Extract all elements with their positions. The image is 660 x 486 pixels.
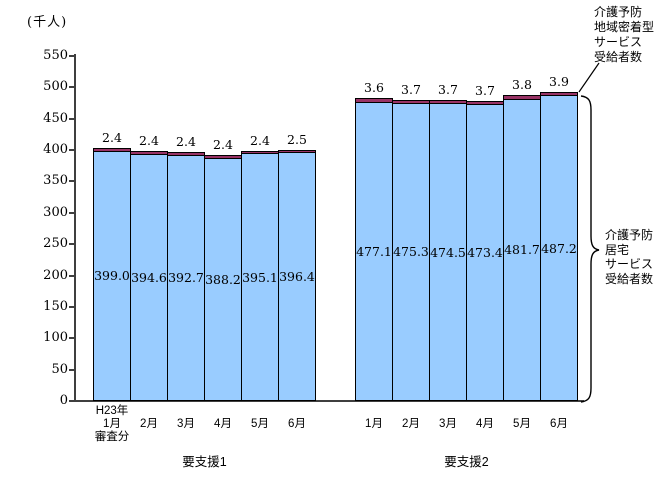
bar-top-value-label: 2.4 (139, 132, 159, 148)
y-axis-tick-label: 400 (43, 142, 68, 158)
stacked-bar: 475.3 (392, 99, 430, 401)
y-axis-tick (69, 117, 75, 120)
bar-top-value-label: 3.8 (512, 77, 532, 93)
legend-community-service-label: 介護予防 地域密着型 サービス 受給者数 (594, 5, 655, 64)
y-axis-tick-label: 50 (51, 361, 68, 377)
x-category-label: 1月 (365, 418, 383, 430)
stacked-bar: 395.1 (241, 150, 279, 401)
stacked-bar: 392.7 (167, 152, 205, 401)
y-axis-tick-label: 200 (43, 267, 68, 283)
y-axis-tick-label: 150 (43, 298, 68, 314)
bar-value-label: 473.4 (467, 245, 503, 260)
y-axis-tick (69, 368, 75, 371)
bar-top-value-label: 2.4 (213, 136, 233, 152)
bar-value-label: 396.4 (279, 269, 315, 285)
x-category-label: H23年 1月 審査分 (94, 405, 130, 443)
y-axis-tick (69, 305, 75, 308)
x-category-label: 6月 (550, 418, 568, 430)
y-axis-tick-label: 100 (43, 330, 68, 346)
bar-top-value-label: 2.4 (176, 134, 196, 150)
bar-top-value-label: 3.7 (475, 82, 495, 98)
bar-segment-home: 388.2 (204, 158, 242, 401)
y-axis-tick (69, 86, 75, 89)
stacked-bar: 474.5 (429, 100, 467, 401)
bar-segment-home: 396.4 (278, 153, 316, 401)
stacked-bar: 394.6 (130, 150, 168, 401)
stacked-bar: 481.7 (503, 95, 541, 401)
x-category-label: 5月 (513, 418, 531, 430)
y-axis-line (74, 54, 76, 402)
x-category-label: 4月 (476, 418, 494, 430)
bar-value-label: 475.3 (393, 244, 429, 260)
x-axis-line (74, 400, 584, 402)
bar-segment-home: 392.7 (167, 155, 205, 401)
x-category-label: 6月 (288, 418, 306, 430)
y-axis-tick (69, 243, 75, 246)
stacked-bar: 399.0 (93, 148, 131, 401)
y-axis-tick (69, 337, 75, 340)
stacked-bar: 396.4 (278, 149, 316, 401)
bar-value-label: 395.1 (242, 269, 278, 285)
bracket-brace (580, 95, 600, 403)
stacked-bar: 388.2 (204, 154, 242, 401)
bar-segment-home: 481.7 (503, 99, 541, 401)
bar-top-value-label: 2.4 (250, 132, 270, 148)
y-axis-tick (69, 211, 75, 214)
bar-segment-community (278, 149, 316, 154)
leader-line (578, 62, 600, 93)
bar-value-label: 388.2 (205, 271, 241, 287)
bar-segment-home: 473.4 (466, 105, 504, 401)
x-category-label: 3月 (439, 418, 457, 430)
bar-value-label: 487.2 (541, 240, 577, 256)
bar-top-value-label: 3.7 (438, 82, 458, 98)
bar-segment-home: 395.1 (241, 154, 279, 401)
x-category-label: 4月 (214, 418, 232, 430)
x-category-label: 3月 (177, 418, 195, 430)
y-axis-unit-label: (千人) (27, 15, 68, 30)
bar-top-value-label: 3.9 (549, 73, 569, 89)
y-axis-tick (69, 400, 75, 402)
x-category-label: 2月 (402, 418, 420, 430)
y-axis-tick-label: 300 (43, 204, 68, 220)
y-axis-tick-label: 500 (43, 79, 68, 95)
bar-value-label: 474.5 (430, 244, 466, 260)
bar-segment-home: 487.2 (540, 96, 578, 401)
bar-segment-community (167, 152, 205, 156)
y-axis-tick (69, 180, 75, 183)
x-category-label: 2月 (140, 418, 158, 430)
bar-value-label: 481.7 (504, 242, 540, 258)
bar-top-value-label: 3.6 (364, 80, 384, 96)
bar-segment-home: 475.3 (392, 103, 430, 401)
bar-segment-home: 394.6 (130, 154, 168, 401)
stacked-bar: 473.4 (466, 100, 504, 401)
y-axis-tick (69, 149, 75, 152)
group-label: 要支援1 (182, 455, 227, 469)
bar-value-label: 399.0 (94, 268, 130, 284)
stacked-bar: 477.1 (355, 98, 393, 401)
bar-value-label: 477.1 (356, 243, 392, 259)
y-axis-tick (69, 274, 75, 277)
bar-segment-community (93, 148, 131, 152)
bar-segment-home: 474.5 (429, 104, 467, 401)
group-label: 要支援2 (444, 455, 489, 469)
y-axis-tick (69, 55, 75, 57)
bar-top-value-label: 2.4 (102, 130, 122, 146)
bar-segment-home: 399.0 (93, 151, 131, 401)
stacked-bar: 487.2 (540, 91, 578, 401)
bar-value-label: 394.6 (131, 269, 167, 285)
y-axis-tick-label: 0 (59, 393, 68, 408)
bar-segment-community (540, 91, 578, 97)
y-axis-tick-label: 250 (43, 236, 68, 252)
y-axis-tick-label: 350 (43, 173, 68, 189)
bar-segment-home: 477.1 (355, 102, 393, 401)
y-axis-tick-label: 450 (43, 110, 68, 126)
legend-home-service-label: 介護予防 居宅 サービス 受給者数 (605, 228, 654, 286)
bar-value-label: 392.7 (168, 270, 204, 286)
bar-top-value-label: 3.7 (401, 81, 421, 97)
y-axis-tick-label: 550 (43, 48, 68, 63)
x-category-label: 5月 (251, 418, 269, 430)
bar-top-value-label: 2.5 (287, 131, 307, 147)
